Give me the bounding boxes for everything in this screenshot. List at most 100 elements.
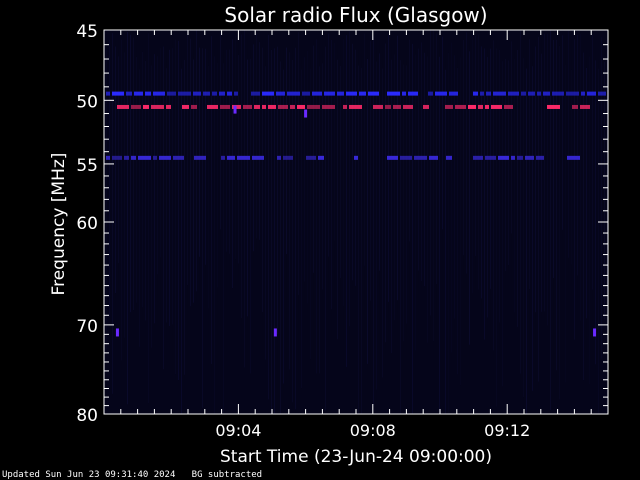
- noise-streak: [346, 35, 347, 367]
- noise-streak: [574, 39, 575, 340]
- band-segment: [219, 91, 225, 96]
- band-segment: [306, 155, 316, 160]
- x-tick-label: 09:08: [350, 421, 396, 440]
- y-tick-label: 60: [76, 214, 98, 234]
- noise-streak: [172, 48, 173, 325]
- noise-streak: [409, 39, 410, 242]
- band-segment: [508, 91, 519, 96]
- band-segment: [297, 104, 305, 109]
- noise-streak: [277, 46, 278, 335]
- noise-streak: [316, 39, 317, 374]
- noise-streak: [319, 66, 320, 374]
- noise-streak: [406, 65, 407, 324]
- noise-streak: [358, 65, 359, 415]
- band-segment: [251, 91, 260, 96]
- noise-streak: [235, 35, 236, 260]
- band-segment: [182, 104, 189, 109]
- band-segment: [537, 91, 541, 96]
- noise-streak: [535, 46, 536, 313]
- noise-streak: [208, 65, 209, 309]
- noise-streak: [499, 49, 500, 323]
- band-segment: [227, 155, 235, 160]
- noise-streak: [448, 52, 449, 414]
- band-segment: [166, 104, 171, 109]
- band-segment: [159, 155, 171, 160]
- band-segment: [112, 155, 122, 160]
- noise-streak: [397, 35, 398, 301]
- noise-streak: [571, 69, 572, 265]
- band-segment: [572, 104, 578, 109]
- band-segment: [254, 104, 260, 109]
- band-segment: [193, 91, 201, 96]
- band-segment: [343, 104, 347, 109]
- noise-streak: [199, 47, 200, 257]
- noise-streak: [232, 39, 233, 289]
- band-segment: [131, 155, 136, 160]
- noise-streak: [589, 56, 590, 384]
- noise-streak: [514, 58, 515, 313]
- noise-streak: [337, 59, 338, 340]
- noise-streak: [241, 34, 242, 319]
- bg-note: BG subtracted: [191, 470, 263, 480]
- band-segment: [312, 91, 322, 96]
- noise-streak: [196, 30, 197, 292]
- noise-streak: [391, 59, 392, 353]
- noise-streak: [259, 42, 260, 240]
- noise-streak: [211, 36, 212, 364]
- band-segment: [486, 91, 491, 96]
- emission-band: [106, 91, 606, 96]
- band-segment: [324, 91, 335, 96]
- band-segment: [354, 155, 358, 160]
- band-segment: [566, 91, 579, 96]
- band-segment: [449, 91, 458, 96]
- noise-streak: [355, 49, 356, 286]
- noise-streak: [457, 67, 458, 375]
- noise-streak: [268, 34, 269, 400]
- noise-streak: [280, 61, 281, 414]
- noise-streak: [253, 44, 254, 252]
- band-segment: [468, 104, 476, 109]
- noise-streak: [334, 43, 335, 241]
- band-segment: [402, 91, 406, 96]
- band-segment: [234, 91, 238, 96]
- noise-streak: [496, 48, 497, 407]
- noise-streak: [586, 67, 587, 319]
- band-segment: [221, 155, 225, 160]
- band-segment: [112, 91, 124, 96]
- noise-streak: [361, 67, 362, 414]
- band-segment: [220, 104, 230, 109]
- noise-streak: [484, 48, 485, 340]
- noise-streak: [379, 53, 380, 271]
- band-segment: [414, 155, 427, 160]
- band-segment: [498, 155, 509, 160]
- noise-streak: [595, 60, 596, 365]
- noise-streak: [145, 60, 146, 321]
- noise-streak: [412, 43, 413, 414]
- band-segment: [521, 91, 526, 96]
- band-segment: [262, 104, 266, 109]
- band-segment: [167, 91, 176, 96]
- band-segment: [131, 104, 141, 109]
- band-segment: [337, 91, 344, 96]
- band-segment: [485, 155, 496, 160]
- band-segment: [106, 155, 110, 160]
- noise-streak: [577, 34, 578, 276]
- band-segment: [237, 155, 250, 160]
- noise-streak: [415, 54, 416, 351]
- band-segment: [346, 91, 357, 96]
- noise-streak: [460, 57, 461, 386]
- band-segment: [598, 91, 606, 96]
- noise-streak: [520, 30, 521, 374]
- band-segment: [126, 91, 132, 96]
- band-segment: [385, 104, 391, 109]
- update-timestamp: Updated Sun Jun 23 09:31:40 2024: [2, 470, 176, 480]
- noise-streak: [265, 66, 266, 360]
- noise-streak: [364, 33, 365, 266]
- emission-spot: [304, 109, 308, 118]
- band-segment: [203, 91, 210, 96]
- band-segment: [173, 155, 184, 160]
- noise-streak: [181, 68, 182, 414]
- y-axis-label: Frequency [MHz]: [49, 153, 69, 296]
- noise-streak: [463, 39, 464, 256]
